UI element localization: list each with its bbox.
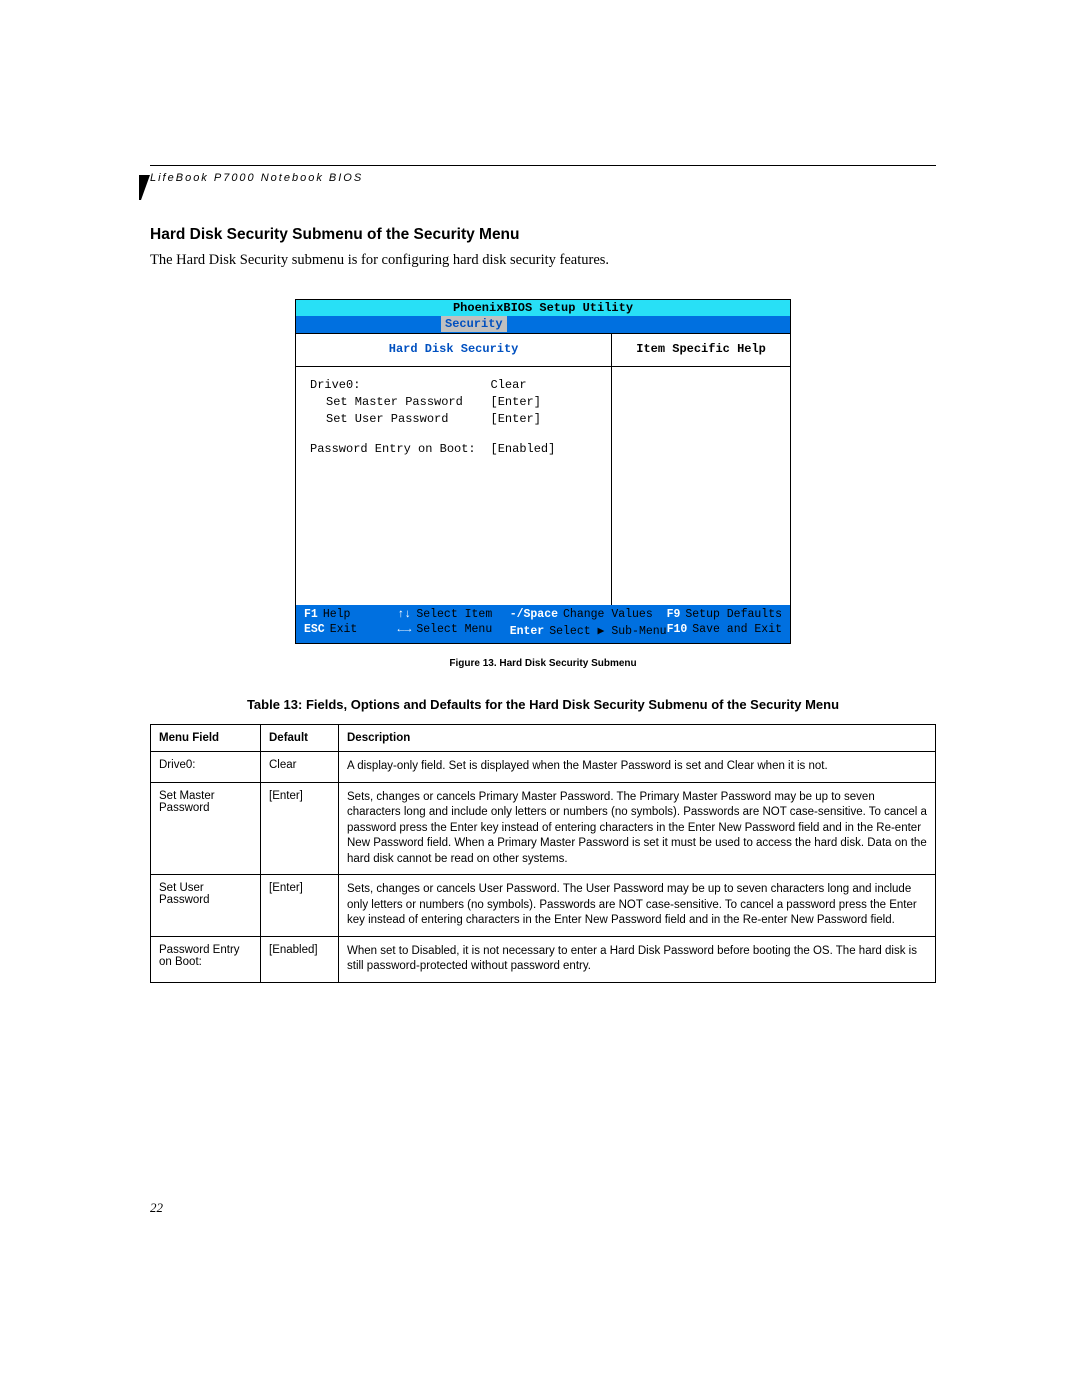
bios-setting-label: Set User Password <box>310 411 491 428</box>
bios-footer-key: Enter <box>510 625 545 638</box>
table-cell-description: Sets, changes or cancels User Password. … <box>339 875 936 937</box>
bios-settings-list: Drive0:ClearSet Master Password[Enter]Se… <box>296 367 611 605</box>
table-cell-default: [Enter] <box>261 782 339 875</box>
bios-footer-key: F10 <box>667 623 688 636</box>
header-rule <box>150 165 936 166</box>
table-row: Drive0:ClearA display-only field. Set is… <box>151 752 936 783</box>
bios-setting-row: Drive0:Clear <box>310 377 601 394</box>
bios-setting-row: Password Entry on Boot:[Enabled] <box>310 441 601 458</box>
bios-setting-label: Drive0: <box>310 377 491 394</box>
bios-setting-value: Clear <box>491 377 602 394</box>
table-row: Set Master Password[Enter]Sets, changes … <box>151 782 936 875</box>
bios-setting-label: Set Master Password <box>310 394 491 411</box>
bios-footer-key: ESC <box>304 623 325 636</box>
bios-help-content <box>612 367 790 605</box>
bios-footer-key: -/Space <box>510 608 558 621</box>
section-title: Hard Disk Security Submenu of the Securi… <box>150 226 936 244</box>
bios-footer-text: Select Menu <box>416 623 492 636</box>
table-header: Description <box>339 725 936 752</box>
bios-footer-key: F9 <box>667 608 681 621</box>
bios-footer-text: Help <box>323 608 351 621</box>
table-cell-field: Drive0: <box>151 752 261 783</box>
bios-setting-row: Set User Password[Enter] <box>310 411 601 428</box>
bios-right-title: Item Specific Help <box>612 334 790 367</box>
bios-screenshot: PhoenixBIOS Setup Utility Security Hard … <box>295 299 791 644</box>
table-cell-field: Set User Password <box>151 875 261 937</box>
page-number: 22 <box>150 1200 163 1216</box>
bios-footer: F1 Help ↑↓ Select Item -/Space Change Values F… <box>296 605 790 643</box>
table-title: Table 13: Fields, Options and Defaults f… <box>150 697 936 712</box>
bios-setting-label: Password Entry on Boot: <box>310 441 491 458</box>
bios-footer-hint: ←→ Select Menu <box>398 623 510 638</box>
bios-footer-key: ↑↓ <box>398 608 412 621</box>
table-cell-default: Clear <box>261 752 339 783</box>
bios-footer-text: Exit <box>330 623 358 636</box>
running-header: LifeBook P7000 Notebook BIOS <box>150 172 936 184</box>
page-tab-mark <box>139 175 150 200</box>
bios-setting-value: [Enter] <box>491 411 602 428</box>
table-row: Password Entry on Boot:[Enabled]When set… <box>151 936 936 982</box>
table-header-row: Menu Field Default Description <box>151 725 936 752</box>
table-row: Set User Password[Enter]Sets, changes or… <box>151 875 936 937</box>
bios-right-pane: Item Specific Help <box>612 334 790 605</box>
bios-footer-text: Select ▶ Sub-Menu <box>549 625 666 638</box>
table-cell-description: Sets, changes or cancels Primary Master … <box>339 782 936 875</box>
bios-footer-text: Save and Exit <box>692 623 782 636</box>
table-cell-field: Set Master Password <box>151 782 261 875</box>
bios-footer-key: ←→ <box>398 623 412 636</box>
table-header: Menu Field <box>151 725 261 752</box>
intro-paragraph: The Hard Disk Security submenu is for co… <box>150 252 936 269</box>
table-cell-description: When set to Disabled, it is not necessar… <box>339 936 936 982</box>
bios-footer-key: F1 <box>304 608 318 621</box>
bios-left-title: Hard Disk Security <box>296 334 611 367</box>
bios-menu-tab: Security <box>441 316 507 332</box>
bios-setting-value: [Enter] <box>491 394 602 411</box>
bios-setting-row: Set Master Password[Enter] <box>310 394 601 411</box>
bios-footer-hint: -/Space Change Values <box>510 608 667 621</box>
bios-footer-hint: F10 Save and Exit <box>667 623 782 638</box>
bios-footer-hint: ESC Exit <box>304 623 398 638</box>
bios-footer-hint: F9 Setup Defaults <box>667 608 782 621</box>
fields-table: Menu Field Default Description Drive0:Cl… <box>150 724 936 983</box>
bios-footer-hint: Enter Select ▶ Sub-Menu <box>510 623 667 638</box>
bios-footer-text: Select Item <box>416 608 492 621</box>
bios-setting-value: [Enabled] <box>491 441 602 458</box>
table-cell-field: Password Entry on Boot: <box>151 936 261 982</box>
figure-caption: Figure 13. Hard Disk Security Submenu <box>150 658 936 669</box>
table-cell-description: A display-only field. Set is displayed w… <box>339 752 936 783</box>
bios-footer-hint: ↑↓ Select Item <box>398 608 510 621</box>
bios-footer-text: Change Values <box>563 608 653 621</box>
bios-menubar: Security <box>296 316 790 333</box>
table-cell-default: [Enter] <box>261 875 339 937</box>
bios-footer-hint: F1 Help <box>304 608 398 621</box>
bios-footer-text: Setup Defaults <box>685 608 782 621</box>
bios-left-pane: Hard Disk Security Drive0:ClearSet Maste… <box>296 334 612 605</box>
table-cell-default: [Enabled] <box>261 936 339 982</box>
bios-title: PhoenixBIOS Setup Utility <box>296 300 790 316</box>
table-header: Default <box>261 725 339 752</box>
